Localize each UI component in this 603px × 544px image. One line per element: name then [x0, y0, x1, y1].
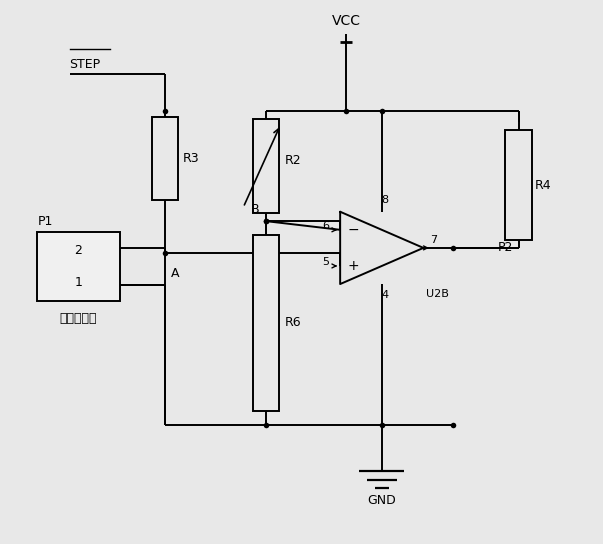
Text: 6: 6	[323, 220, 329, 231]
Bar	[151, 117, 178, 200]
Text: GND: GND	[367, 494, 396, 508]
Text: STEP: STEP	[69, 58, 101, 71]
Text: P1: P1	[38, 214, 54, 227]
Text: 2: 2	[75, 244, 83, 257]
Bar	[505, 131, 532, 240]
Text: 4: 4	[381, 290, 388, 300]
Bar	[37, 232, 120, 301]
Text: R3: R3	[183, 152, 199, 165]
Text: P2: P2	[497, 242, 513, 255]
Bar	[253, 234, 279, 411]
Text: VCC: VCC	[332, 14, 361, 28]
Text: U2B: U2B	[426, 289, 449, 299]
Text: B: B	[251, 203, 260, 216]
Text: 7: 7	[431, 235, 438, 245]
Text: R2: R2	[285, 154, 302, 167]
Text: A: A	[171, 267, 179, 280]
Text: R6: R6	[285, 317, 302, 329]
Bar	[253, 119, 279, 213]
Text: +: +	[347, 259, 359, 273]
Text: −: −	[347, 223, 359, 237]
Text: R4: R4	[535, 179, 552, 191]
Text: 电感检测头: 电感检测头	[60, 312, 97, 325]
Text: 1: 1	[75, 276, 83, 289]
Text: 5: 5	[323, 257, 329, 267]
Text: 8: 8	[381, 195, 388, 205]
